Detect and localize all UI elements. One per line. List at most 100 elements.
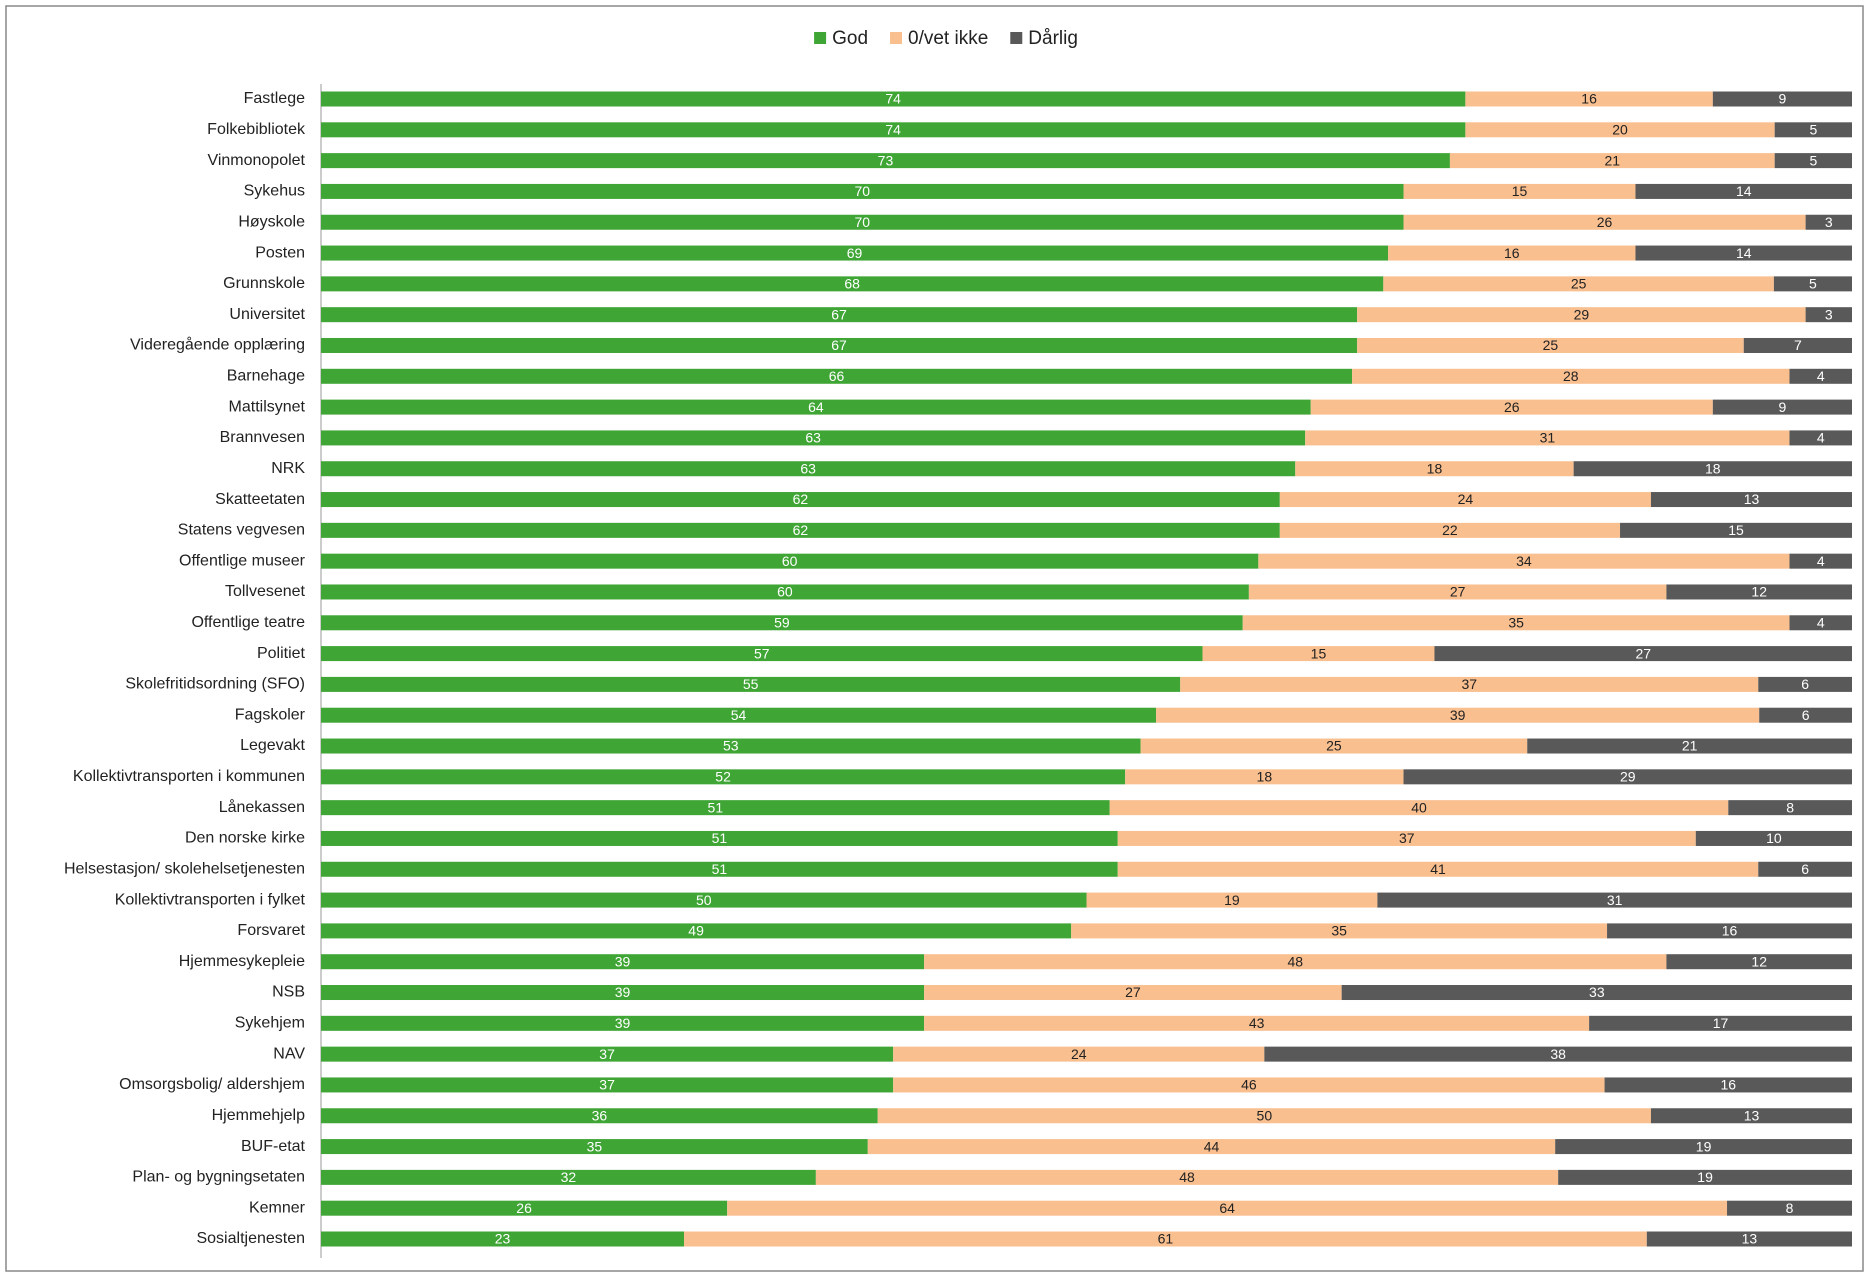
value-label: 21	[1605, 152, 1621, 168]
value-label: 21	[1682, 738, 1698, 754]
legend-swatch	[814, 32, 827, 44]
value-label: 50	[696, 892, 712, 908]
bar-segment	[1758, 676, 1852, 692]
value-label: 24	[1458, 491, 1474, 507]
bar-segment	[1589, 1015, 1852, 1031]
bar-segment	[321, 923, 1072, 939]
legend-label: 0/vet ikke	[908, 28, 988, 49]
bar-segment	[1403, 769, 1852, 785]
y-tick-label: Legevakt	[240, 737, 305, 754]
y-tick-label: NSB	[272, 984, 305, 1001]
legend-swatch	[1010, 32, 1023, 44]
value-label: 39	[615, 984, 631, 1000]
y-tick-label: Skatteetaten	[215, 491, 305, 508]
y-tick-label: Lånekassen	[219, 798, 305, 816]
y-tick-label: Folkebibliotek	[207, 121, 306, 138]
y-tick-label: Grunnskole	[223, 275, 305, 292]
value-label: 6	[1802, 707, 1810, 723]
value-label: 69	[847, 245, 863, 261]
bar-segment	[1712, 399, 1852, 415]
bar-segment	[321, 1046, 894, 1062]
value-label: 63	[805, 430, 821, 446]
value-label: 16	[1581, 91, 1597, 107]
value-label: 5	[1809, 276, 1817, 292]
value-label: 29	[1574, 306, 1590, 322]
value-label: 12	[1751, 953, 1767, 969]
bar-segment	[321, 615, 1243, 631]
value-label: 15	[1311, 645, 1327, 661]
bar-segment	[321, 430, 1306, 446]
bar-segment	[1305, 430, 1790, 446]
value-label: 41	[1430, 861, 1446, 877]
value-label: 39	[1450, 707, 1466, 723]
bar-segment	[321, 1108, 878, 1124]
value-label: 27	[1635, 645, 1651, 661]
bar-segment	[321, 707, 1157, 723]
bar-segment	[1773, 276, 1852, 292]
bar-segment	[1434, 646, 1852, 662]
y-tick-label: Fagskoler	[235, 706, 306, 723]
bar-segment	[321, 183, 1404, 199]
bar-segment	[321, 800, 1110, 816]
value-label: 19	[1696, 1138, 1712, 1154]
bar-segment	[1086, 892, 1378, 908]
value-label: 37	[1461, 676, 1477, 692]
bar-segment	[1789, 615, 1852, 631]
value-label: 14	[1736, 245, 1752, 261]
value-label: 70	[854, 214, 870, 230]
bar-segment	[321, 553, 1259, 569]
bar-segment	[1242, 615, 1790, 631]
bar-segment	[1604, 1077, 1852, 1093]
bar-segment	[321, 461, 1296, 477]
value-label: 5	[1809, 122, 1817, 138]
bar-segment	[1388, 245, 1636, 261]
value-label: 25	[1326, 738, 1342, 754]
bar-segment	[321, 245, 1389, 261]
value-label: 31	[1607, 892, 1623, 908]
bar-segment	[815, 1169, 1559, 1185]
bar-segment	[893, 1077, 1605, 1093]
value-label: 6	[1801, 861, 1809, 877]
value-label: 48	[1179, 1169, 1195, 1185]
value-label: 62	[793, 522, 809, 538]
value-label: 60	[777, 584, 793, 600]
y-tick-label: Barnehage	[227, 368, 305, 385]
value-label: 51	[708, 799, 724, 815]
bar-segment	[1695, 830, 1852, 846]
value-label: 16	[1504, 245, 1520, 261]
bar-segment	[321, 1231, 685, 1247]
value-label: 39	[615, 1015, 631, 1031]
value-label: 63	[800, 460, 816, 476]
bar-segment	[1295, 461, 1574, 477]
y-tick-label: Sykehus	[244, 183, 305, 200]
value-label: 22	[1442, 522, 1458, 538]
bar-segment	[321, 738, 1141, 754]
bar-segment	[1403, 214, 1806, 230]
y-tick-label: Politiet	[257, 645, 306, 662]
bar-segment	[321, 153, 1450, 169]
bar-segment	[321, 954, 925, 970]
bar-segment	[1727, 1200, 1852, 1216]
bar-segment	[1357, 307, 1806, 323]
value-label: 64	[1219, 1200, 1235, 1216]
value-label: 38	[1550, 1046, 1566, 1062]
y-tick-label: NRK	[271, 460, 305, 477]
bar-segment	[321, 1139, 868, 1155]
value-label: 70	[854, 183, 870, 199]
value-label: 3	[1825, 306, 1833, 322]
value-label: 18	[1705, 460, 1721, 476]
y-tick-label: Høyskole	[238, 213, 305, 230]
value-label: 29	[1620, 769, 1636, 785]
value-label: 7	[1794, 337, 1802, 353]
value-label: 26	[1597, 214, 1613, 230]
y-tick-label: Offentlige museer	[179, 552, 306, 569]
y-tick-label: Plan- og bygningsetaten	[132, 1169, 305, 1186]
bar-segment	[1140, 738, 1528, 754]
y-tick-label: Brannvesen	[220, 429, 305, 446]
bar-segment	[321, 91, 1466, 107]
value-label: 18	[1427, 460, 1443, 476]
y-tick-label: BUF-etat	[241, 1138, 306, 1155]
bar-segment	[1728, 800, 1852, 816]
bar-segment	[321, 830, 1118, 846]
bar-segment	[1527, 738, 1852, 754]
